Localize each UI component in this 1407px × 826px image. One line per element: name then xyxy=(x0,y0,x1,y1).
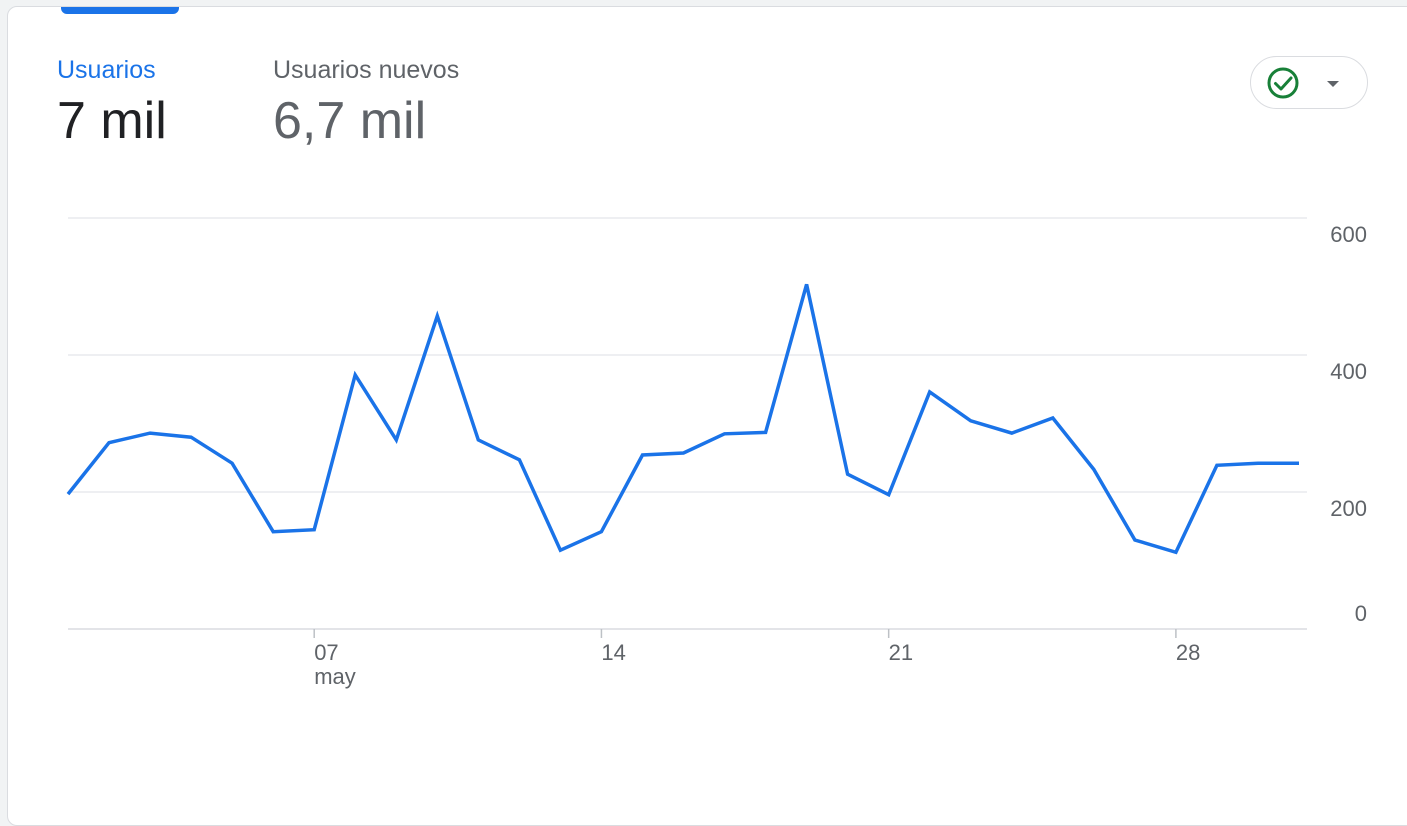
y-tick-label: 0 xyxy=(1355,601,1367,626)
x-tick-label: 14 xyxy=(601,640,625,665)
x-tick-label: 28 xyxy=(1176,640,1200,665)
series-line-usuarios xyxy=(68,284,1299,552)
y-tick-label: 400 xyxy=(1330,359,1367,384)
y-tick-label: 200 xyxy=(1330,496,1367,521)
x-tick-label: 21 xyxy=(889,640,913,665)
x-tick-sublabel: may xyxy=(314,664,356,689)
x-tick-label: 07 xyxy=(314,640,338,665)
users-chart-card: Usuarios 7 mil Usuarios nuevos 6,7 mil 0… xyxy=(7,6,1407,826)
y-tick-label: 600 xyxy=(1330,222,1367,247)
